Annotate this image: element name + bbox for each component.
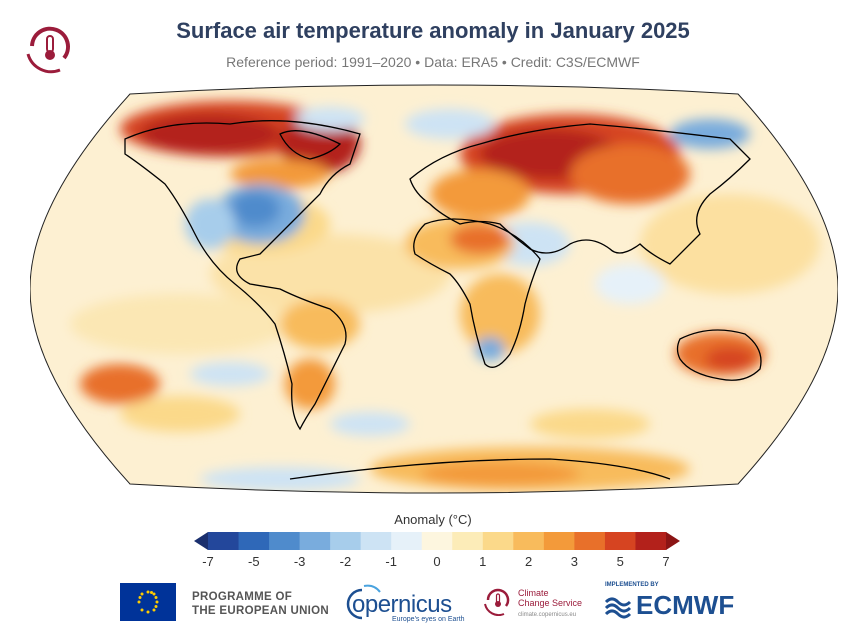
ecmwf-logo-waves	[604, 597, 632, 619]
c3s-line1: Climate	[518, 588, 549, 598]
ecmwf-text: ECMWF	[636, 590, 735, 620]
copernicus-text: opernicus	[352, 591, 452, 618]
colorbar-tick-label: 1	[479, 554, 487, 569]
colorbar-tick-label: 0	[433, 554, 441, 569]
coastlines	[124, 120, 762, 480]
colorbar-cell	[238, 532, 270, 550]
colorbar-tick-label: -7	[202, 554, 214, 569]
colorbar-tick-label: 7	[662, 554, 670, 569]
colorbar-tick-label: -3	[293, 554, 306, 569]
colorbar-cell	[360, 532, 392, 550]
colorbar-cell	[635, 532, 667, 550]
colorbar-tick-label: -2	[339, 554, 352, 569]
anomaly-field	[30, 85, 838, 493]
c3s-thermometer-logo	[26, 26, 70, 74]
colorbar-extend-low	[194, 532, 208, 550]
colorbar-cell	[269, 532, 301, 550]
c3s-line2: Change Service	[518, 598, 583, 608]
map-title: Surface air temperature anomaly in Janua…	[176, 18, 690, 43]
implemented-by-label: IMPLEMENTED BY	[605, 582, 659, 588]
colorbar-cell	[604, 532, 636, 550]
eu-flag-logo	[120, 583, 176, 621]
eu-programme-text: PROGRAMME OF THE EUROPEAN UNION	[192, 590, 329, 618]
colorbar-tick-label: 2	[524, 554, 533, 569]
colorbar-cell	[574, 532, 606, 550]
colorbar-tick-label: 5	[616, 554, 624, 569]
colorbar-label: Anomaly (°C)	[394, 512, 472, 527]
colorbar-cell	[543, 532, 575, 550]
c3s-url: climate.copernicus.eu	[518, 612, 577, 618]
colorbar-tick-label: -1	[385, 554, 397, 569]
c3s-text: Climate Change Service	[518, 588, 582, 608]
colorbar-tick-label: -5	[248, 554, 260, 569]
eu-text-line2: THE EUROPEAN UNION	[192, 605, 330, 617]
map-subtitle: Reference period: 1991–2020 • Data: ERA5…	[226, 54, 640, 70]
colorbar-cell	[330, 532, 362, 550]
colorbar-cell	[421, 532, 453, 550]
colorbar-tick-label: 3	[570, 554, 579, 569]
colorbar	[194, 532, 680, 550]
world-anomaly-map	[30, 84, 838, 494]
colorbar-cell	[452, 532, 484, 550]
copernicus-logo	[346, 584, 381, 620]
colorbar-cell	[482, 532, 514, 550]
colorbar-ticks: -7 -5 -3 -2 -1 0 1 2 3 5 7	[194, 554, 680, 572]
colorbar-cell	[299, 532, 331, 550]
colorbar-cell	[391, 532, 423, 550]
colorbar-cell	[208, 532, 240, 550]
colorbar-cell	[513, 532, 545, 550]
copernicus-tagline: Europe's eyes on Earth	[392, 616, 465, 623]
eu-text-line1: PROGRAMME OF	[192, 591, 293, 603]
c3s-logo	[484, 588, 510, 616]
colorbar-extend-high	[666, 532, 680, 550]
